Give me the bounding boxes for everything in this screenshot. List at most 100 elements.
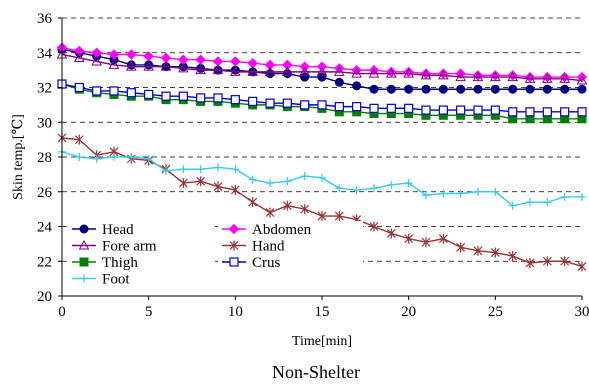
- data-point-foot: [508, 201, 517, 210]
- data-point-hand: [334, 211, 344, 222]
- legend-entry-background: [218, 254, 363, 270]
- data-point-abdomen: [143, 51, 154, 62]
- legend-label: Head: [102, 222, 134, 238]
- legend-entry-fore-arm: Fore arm: [68, 237, 213, 255]
- data-point-head: [577, 84, 587, 94]
- data-point-foot: [283, 177, 292, 186]
- data-point-head: [525, 84, 535, 94]
- series-crus: [57, 79, 587, 117]
- data-point-crus: [438, 105, 448, 115]
- data-point-head: [334, 77, 344, 87]
- data-point-foot: [231, 165, 240, 174]
- data-point-crus: [456, 105, 466, 115]
- axes: [58, 17, 583, 300]
- data-point-hand: [421, 237, 431, 248]
- x-tick-label: 0: [58, 304, 66, 320]
- data-point-head: [421, 84, 431, 94]
- data-point-foot: [439, 189, 448, 198]
- data-point-crus: [161, 91, 171, 101]
- data-point-fore-arm: [403, 68, 415, 78]
- data-point-abdomen: [247, 57, 258, 69]
- series-head: [57, 44, 587, 94]
- data-point-hand: [386, 228, 396, 239]
- y-tick-label: 20: [37, 289, 52, 305]
- data-point-fore-arm: [195, 64, 207, 75]
- data-point-foot: [404, 179, 413, 188]
- data-point-head: [369, 84, 379, 94]
- data-point-foot: [318, 173, 326, 182]
- data-point-fore-arm: [368, 68, 380, 78]
- data-point-foot: [578, 192, 586, 201]
- series-fore-arm: [56, 48, 588, 85]
- data-point-foot: [110, 153, 118, 161]
- data-point-fore-arm: [559, 73, 571, 83]
- data-point-foot: [75, 153, 84, 161]
- data-point-fore-arm: [73, 52, 85, 62]
- data-point-foot: [456, 189, 465, 198]
- data-point-hand: [560, 256, 570, 267]
- x-axis-label: Time[min]: [292, 334, 352, 349]
- data-point-crus: [334, 102, 344, 112]
- data-point-head: [490, 84, 500, 94]
- legend-entry-background: [218, 237, 363, 254]
- data-point-crus: [144, 89, 154, 100]
- legend-label: Abdomen: [252, 222, 312, 238]
- data-point-crus: [109, 86, 119, 96]
- data-point-fore-arm: [507, 71, 519, 82]
- legend-entry-crus: Crus: [218, 254, 363, 271]
- legend-swatch-marker: [79, 224, 89, 234]
- data-point-fore-arm: [160, 61, 172, 71]
- data-point-foot: [92, 154, 101, 163]
- data-point-fore-arm: [91, 55, 103, 66]
- y-tick-label: 28: [37, 150, 52, 166]
- data-point-crus: [473, 105, 483, 115]
- data-point-hand: [490, 247, 500, 258]
- data-point-hand: [178, 178, 188, 189]
- data-point-hand: [282, 200, 292, 211]
- data-point-fore-arm: [108, 59, 120, 69]
- series-layer: [56, 42, 588, 272]
- data-point-crus: [508, 107, 518, 117]
- data-point-hand: [300, 204, 310, 215]
- data-point-foot: [387, 180, 396, 189]
- data-point-fore-arm: [299, 66, 311, 76]
- data-point-foot: [162, 166, 170, 175]
- data-point-fore-arm: [316, 66, 328, 76]
- data-point-abdomen: [195, 54, 206, 65]
- data-point-foot: [335, 184, 344, 193]
- y-axis-label: Skin temp.[℃]: [11, 114, 26, 200]
- chart-caption: Non-Shelter: [272, 362, 360, 382]
- data-point-fore-arm: [177, 62, 189, 73]
- x-tick-label: 30: [575, 304, 589, 320]
- data-point-fore-arm: [385, 68, 397, 78]
- data-point-fore-arm: [212, 64, 224, 75]
- data-point-foot: [300, 172, 309, 181]
- legend-swatch-marker: [80, 274, 88, 283]
- legend-entry-background: [68, 254, 213, 270]
- data-point-crus: [230, 95, 240, 105]
- data-point-hand: [577, 261, 587, 272]
- data-point-abdomen: [230, 56, 241, 67]
- data-point-foot: [248, 175, 257, 184]
- data-point-foot: [214, 163, 222, 172]
- data-point-hand: [196, 176, 206, 187]
- legend-swatch-marker: [79, 257, 89, 267]
- data-point-fore-arm: [125, 61, 137, 71]
- legend-entry-thigh: Thigh: [68, 254, 213, 271]
- data-point-fore-arm: [541, 73, 553, 83]
- data-point-head: [300, 72, 310, 82]
- data-point-fore-arm: [472, 71, 484, 82]
- data-point-crus: [282, 98, 292, 108]
- legend-swatch-marker: [228, 223, 240, 235]
- data-point-fore-arm: [576, 75, 588, 85]
- data-point-abdomen: [108, 49, 120, 60]
- legend-swatch-marker: [78, 239, 90, 250]
- data-point-fore-arm: [420, 69, 432, 80]
- data-point-hand: [456, 242, 466, 253]
- data-point-hand: [265, 207, 275, 218]
- data-point-foot: [474, 187, 482, 196]
- legend-entry-abdomen: Abdomen: [218, 221, 363, 238]
- data-point-fore-arm: [229, 66, 241, 76]
- y-tick-label: 30: [37, 115, 52, 131]
